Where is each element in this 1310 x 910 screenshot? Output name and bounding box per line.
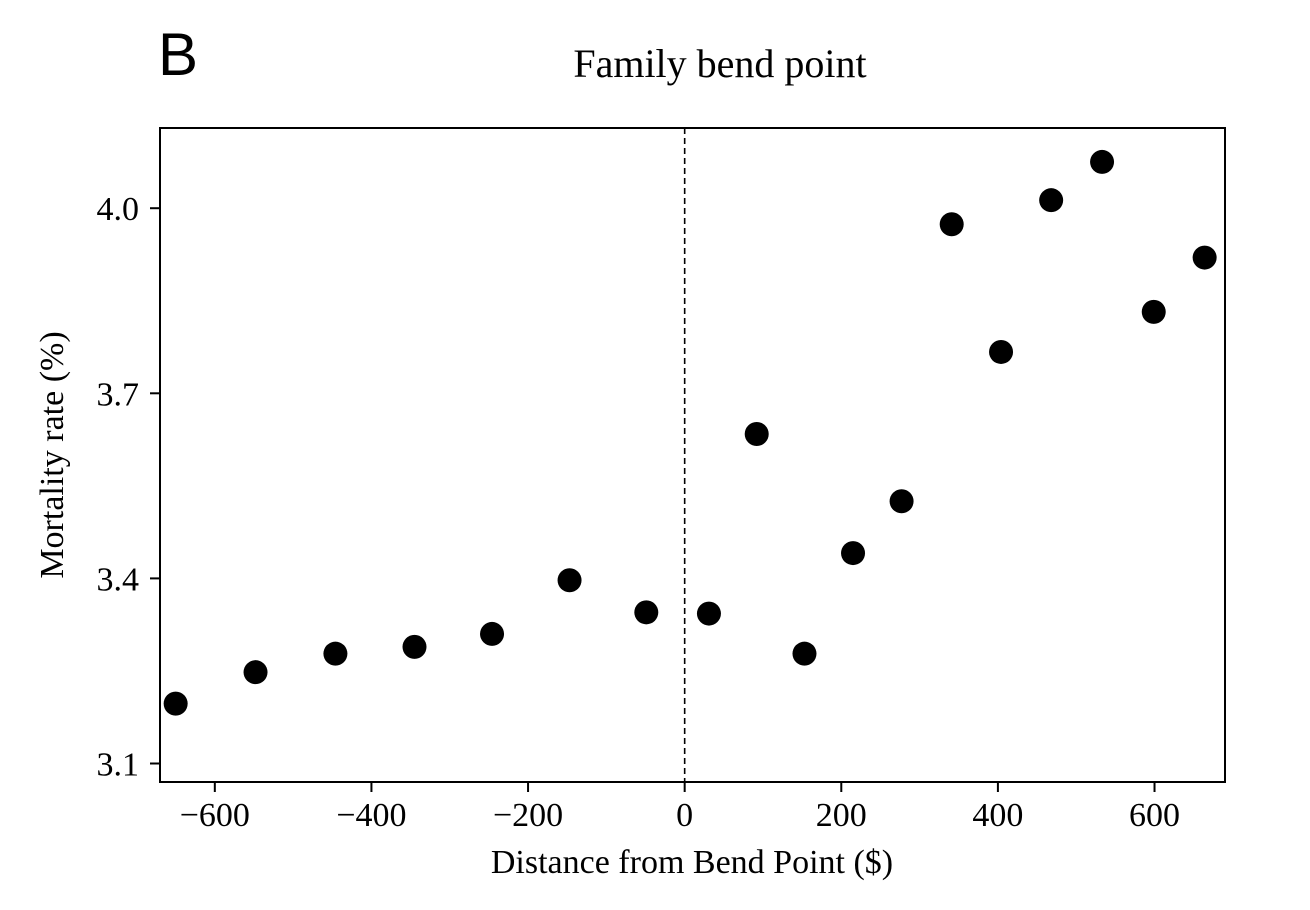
y-axis-label: Mortality rate (%) [34,331,71,578]
x-tick-label: −400 [336,797,406,834]
x-tick-label: 0 [676,797,693,834]
data-point [243,660,268,685]
data-point [163,691,188,716]
data-point [841,541,866,566]
data-point [744,422,769,447]
data-point [696,601,721,626]
x-tick-label: 600 [1129,797,1180,834]
x-tick-label: 400 [972,797,1023,834]
data-point [1039,188,1064,213]
data-point [1192,245,1217,270]
x-tick-label: −200 [493,797,563,834]
data-point [480,621,505,646]
x-tick-label: −600 [180,797,250,834]
y-axis: 3.1 3.4 3.7 4.0 [97,191,160,783]
data-point [889,489,914,514]
data-point [1141,299,1166,324]
y-tick-label: 3.1 [97,746,140,783]
y-tick-label: 4.0 [97,191,140,228]
y-tick-label: 3.7 [97,376,140,413]
x-tick-label: 200 [816,797,867,834]
data-point [792,641,817,666]
data-point [1090,149,1115,174]
plot-frame [159,127,1226,783]
x-axis-label: Distance from Bend Point ($) [491,844,893,881]
y-tick-label: 3.4 [97,561,140,598]
chart-title: Family bend point [573,41,866,86]
x-axis: −600 −400 −200 0 200 400 600 [180,782,1180,834]
data-point [323,641,348,666]
data-point [402,634,427,659]
panel-letter: B [158,21,198,88]
data-point [557,568,582,593]
data-point [634,600,659,625]
data-point [989,339,1014,364]
data-points [163,149,1217,716]
data-point [939,212,964,237]
